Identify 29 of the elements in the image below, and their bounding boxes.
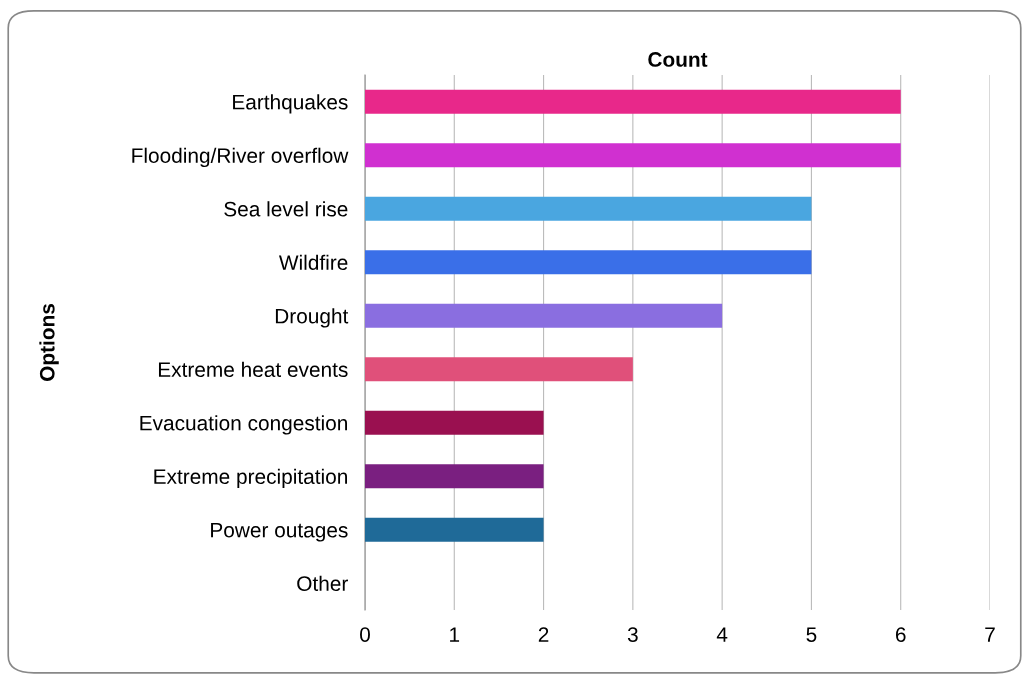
y-tick-label: Other [297, 575, 348, 591]
bar [365, 196, 812, 221]
y-axis-title: Options [39, 304, 59, 381]
y-tick-label: Sea level rise [224, 201, 348, 217]
y-tick-label: Evacuation congestion [140, 415, 347, 435]
bar [365, 143, 901, 168]
y-tick-label: Extreme precipitation [154, 468, 347, 489]
x-tick-label: 5 [806, 627, 817, 642]
bar [365, 410, 544, 435]
y-tick-label: Earthquakes [233, 94, 348, 114]
bar [365, 250, 812, 275]
bar [365, 464, 544, 489]
bar [365, 89, 901, 114]
x-tick-label: 2 [538, 627, 549, 642]
y-tick-label: Extreme heat events [158, 361, 348, 377]
x-tick-label: 6 [895, 627, 906, 642]
x-tick-label: 3 [627, 627, 638, 642]
bar [365, 303, 723, 328]
y-tick-label: Wildfire [278, 254, 348, 270]
chart-title: Count [648, 52, 708, 67]
x-tick-label: 7 [985, 627, 995, 642]
x-tick-label: 1 [450, 627, 460, 642]
bar [365, 357, 633, 382]
y-tick-label: Drought [275, 308, 349, 328]
y-tick-label: Flooding/River overflow [132, 147, 349, 168]
x-tick-label: 0 [360, 627, 370, 642]
y-tick-label: Power outages [211, 522, 348, 542]
x-tick-label: 4 [716, 627, 728, 642]
bar [365, 517, 544, 542]
